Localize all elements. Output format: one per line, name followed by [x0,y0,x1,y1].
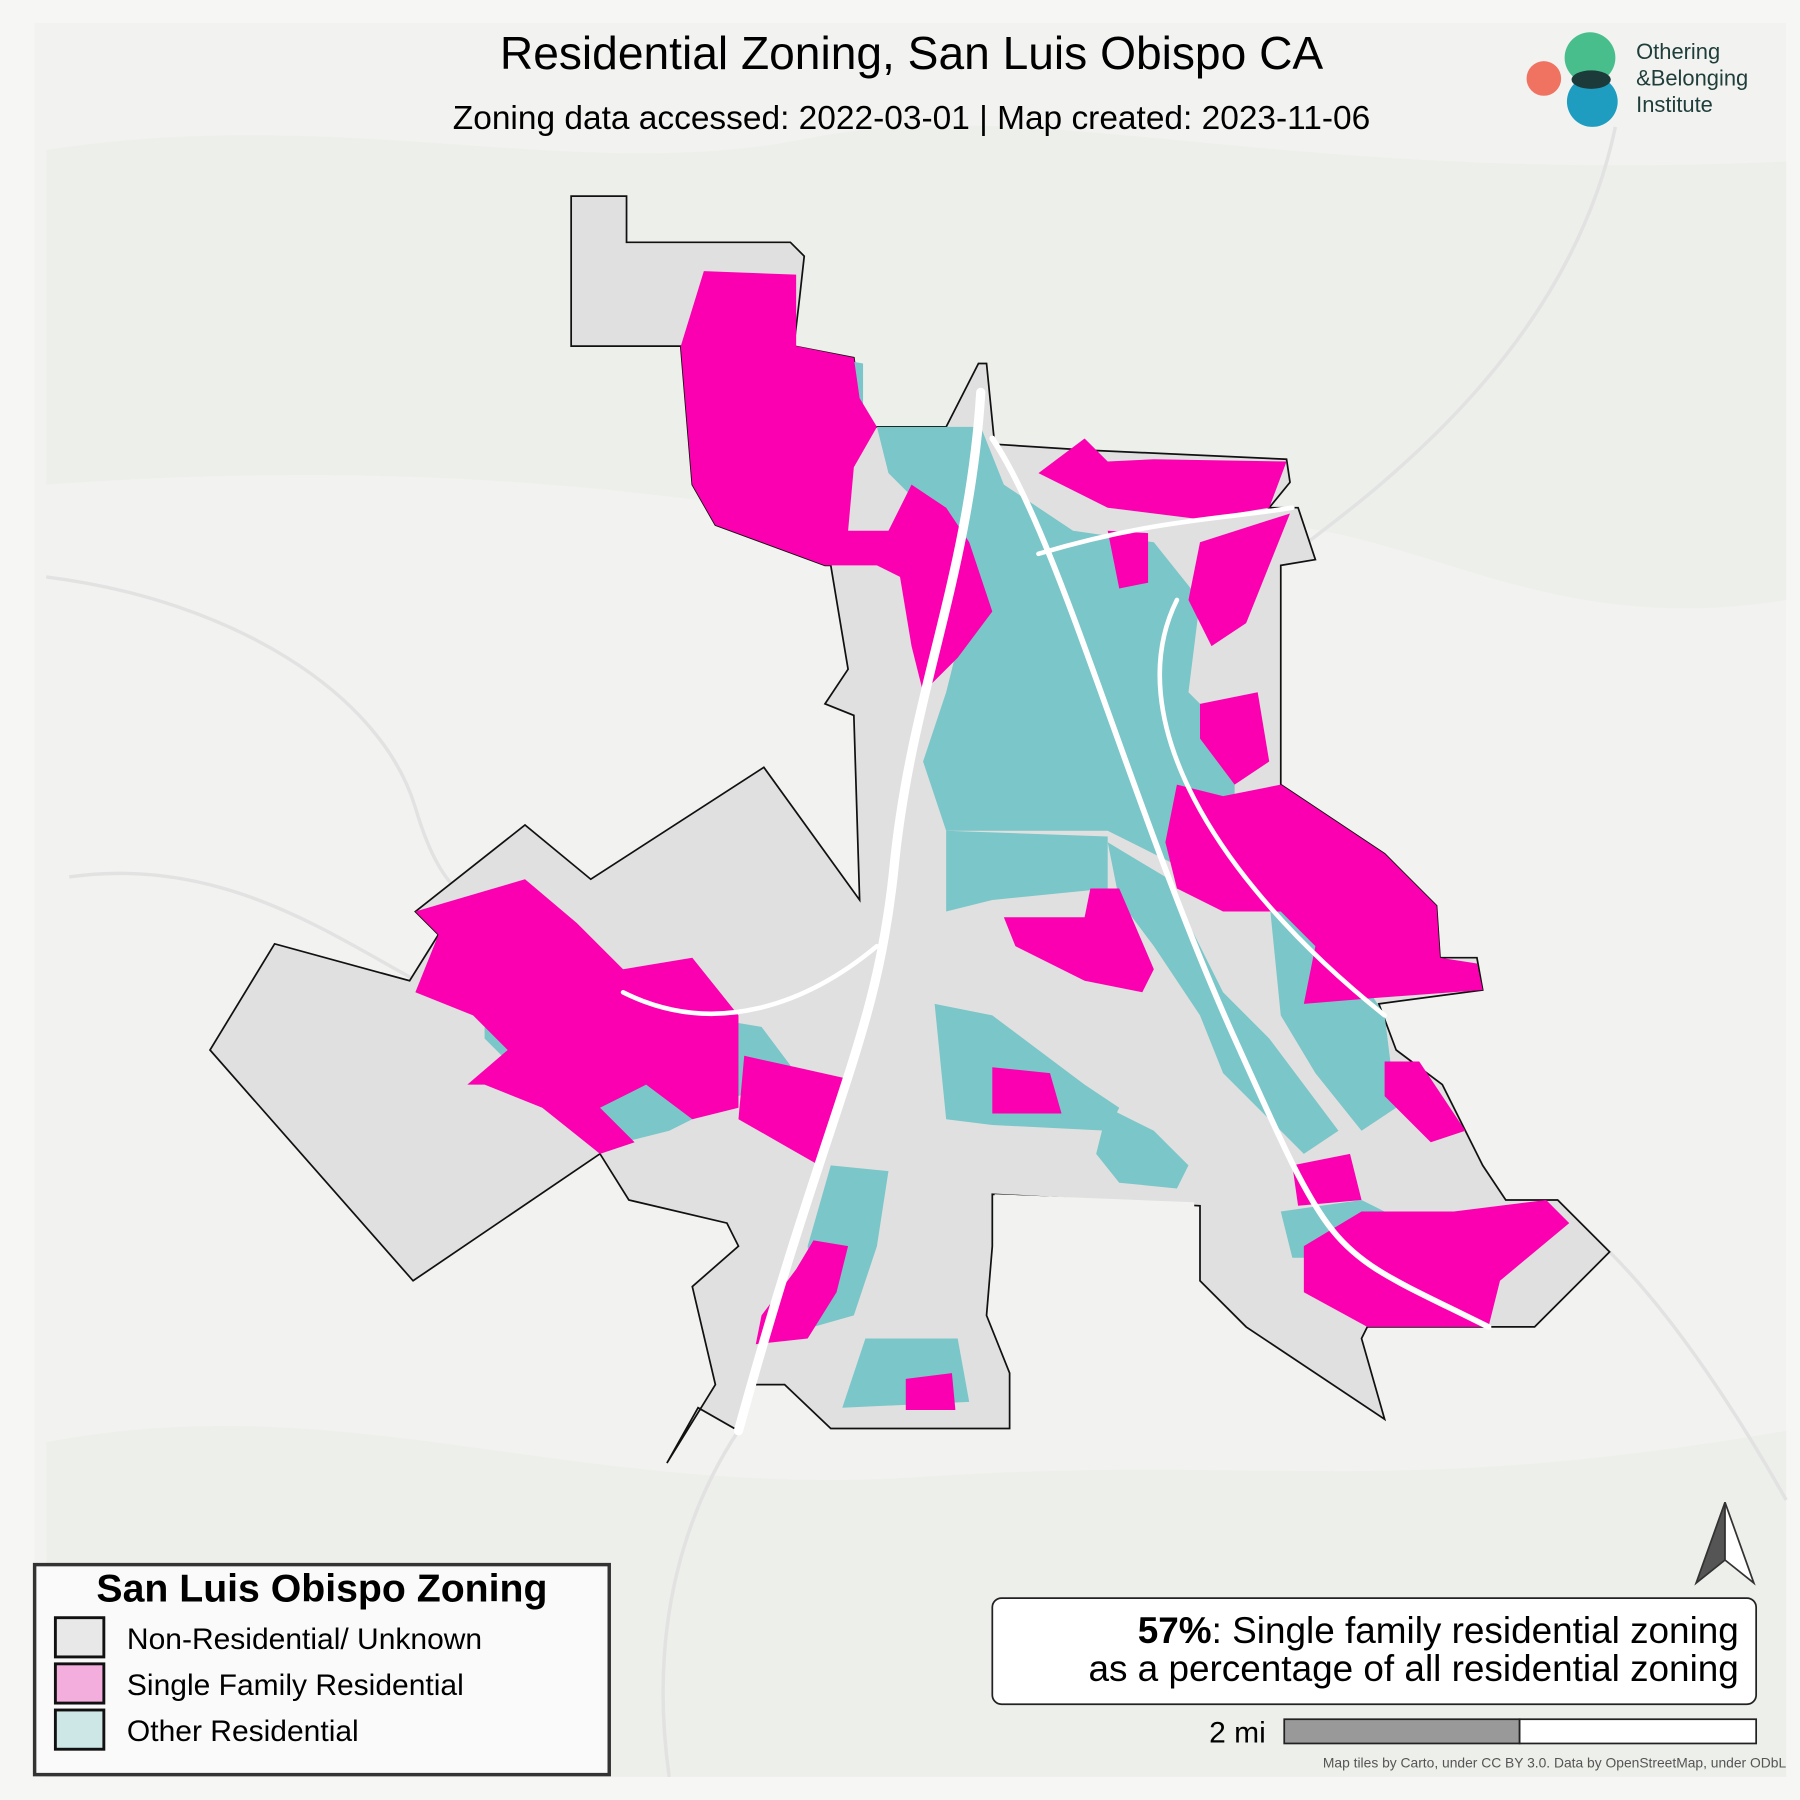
north-arrow-right [1724,1502,1756,1586]
single-family-area [755,1240,849,1345]
logo-overlap [1571,70,1611,89]
other-residential-area [1269,900,1397,1131]
summary-percent: 57% [1138,1610,1212,1651]
legend-swatch [53,1662,106,1705]
single-family-area [1303,1200,1570,1327]
map-roads [620,387,1492,1436]
summary-text: : Single family residential zoning [1212,1610,1739,1651]
single-family-area [738,1055,849,1166]
legend-swatch [53,1616,106,1659]
scale-segment [1283,1718,1521,1745]
airport-cutout [994,1194,1195,1247]
highway [733,387,986,1436]
single-family-area [992,1067,1062,1114]
legend-label: Non-Residential/ Unknown [127,1623,482,1656]
single-family-area [1384,1061,1466,1143]
basemap-road [68,871,440,994]
summary-line: 57%: Single family residential zoning [1138,1610,1739,1651]
single-family-area [415,879,739,1154]
other-residential-area [934,1003,1120,1131]
single-family-area [1038,438,1287,520]
other-residential-area [1107,842,1339,1154]
north-arrow [1694,1502,1756,1586]
single-family-area [1107,530,1149,589]
summary-box [991,1597,1758,1706]
scale-segment [1518,1718,1758,1745]
single-family-area [1165,784,1483,1004]
basemap-road [661,1429,740,1778]
scale-label: 2 mi [1209,1716,1266,1749]
terrain [46,125,1787,609]
basemap-road [1608,1250,1788,1501]
single-family-area [1003,888,1154,993]
legend-box [32,1562,611,1777]
other-residential-area [946,830,1108,912]
logo-dot [1564,32,1616,84]
logo-text: Institute [1636,92,1713,117]
single-family-zones [415,271,1570,1410]
logo-dot [1566,76,1618,127]
other-residential-area [1096,1107,1189,1189]
attribution: Map tiles by Carto, under CC BY 3.0. Dat… [1323,1755,1787,1771]
legend-title: San Luis Obispo Zoning [96,1567,547,1611]
summary-line: as a percentage of all residential zonin… [1088,1648,1738,1689]
legend: San Luis Obispo Zoning Non-Residential/ … [32,1562,611,1777]
summary: 57%: Single family residential zoning as… [991,1597,1758,1706]
road [620,943,880,1016]
map-title: Residential Zoning, San Luis Obispo CA [500,27,1324,79]
legend-label: Single Family Residential [127,1669,464,1702]
scale-bar: 2 mi [1209,1716,1758,1749]
basemap-road [1291,126,1618,556]
single-family-area [1188,513,1290,647]
logo-dot [1526,61,1562,96]
single-family-area [680,271,993,693]
map-subtitle: Zoning data accessed: 2022-03-01 | Map c… [453,100,1370,137]
single-family-area [905,1373,956,1410]
logo-text: Othering [1636,39,1720,64]
road [1157,597,1387,1018]
road [989,435,1492,1330]
legend-swatch [53,1708,106,1751]
logo-text: &Belonging [1636,65,1748,90]
legend-items: Non-Residential/ Unknown Single Family Re… [53,1616,482,1751]
road [1036,505,1295,557]
legend-label: Other Residential [127,1715,359,1748]
logo: Othering &Belonging Institute [1526,32,1748,127]
